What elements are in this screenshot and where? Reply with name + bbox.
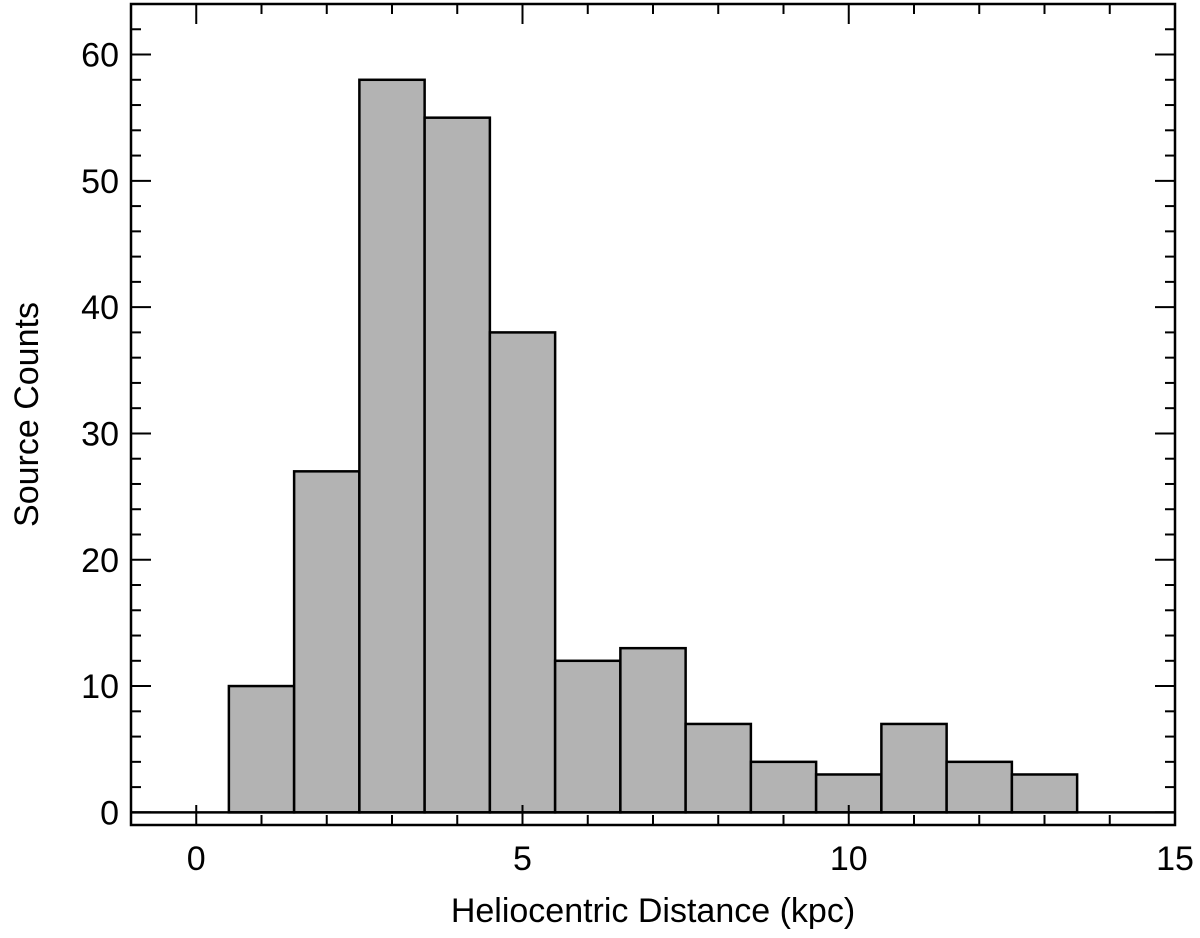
histogram-bar-1 [227, 684, 296, 814]
tick-labels-group: 0 5 10 15 0 10 20 30 40 50 60 [81, 37, 1194, 878]
y-axis-label: Source Counts [8, 302, 46, 527]
y-tick-label: 10 [81, 668, 119, 706]
y-tick-label: 60 [81, 37, 119, 75]
histogram-bar-5 [488, 331, 557, 814]
histogram-bar-2 [292, 470, 361, 814]
histogram-bar-12 [945, 760, 1014, 814]
histogram-bar-11 [880, 722, 948, 814]
histogram-bar-6 [553, 659, 622, 814]
plot-frame [129, 2, 1177, 827]
x-tick-label: 15 [1156, 840, 1194, 878]
histogram-bar-9 [749, 760, 818, 814]
histogram-bar-3 [358, 78, 426, 814]
histogram-bar-4 [423, 116, 492, 814]
bars-group [131, 78, 1175, 814]
x-tick-label: 5 [513, 840, 532, 878]
x-tick-label: 0 [187, 840, 206, 878]
y-tick-label: 20 [81, 542, 119, 580]
y-tick-label: 30 [81, 415, 119, 453]
histogram-bar-8 [684, 722, 753, 814]
x-tick-label: 10 [830, 840, 868, 878]
x-axis-label: Heliocentric Distance (kpc) [451, 892, 855, 930]
y-tick-label: 0 [100, 794, 119, 832]
histogram-bar-7 [619, 646, 687, 814]
histogram-bar-13 [1010, 773, 1079, 814]
y-tick-label: 40 [81, 289, 119, 327]
y-tick-label: 50 [81, 163, 119, 201]
